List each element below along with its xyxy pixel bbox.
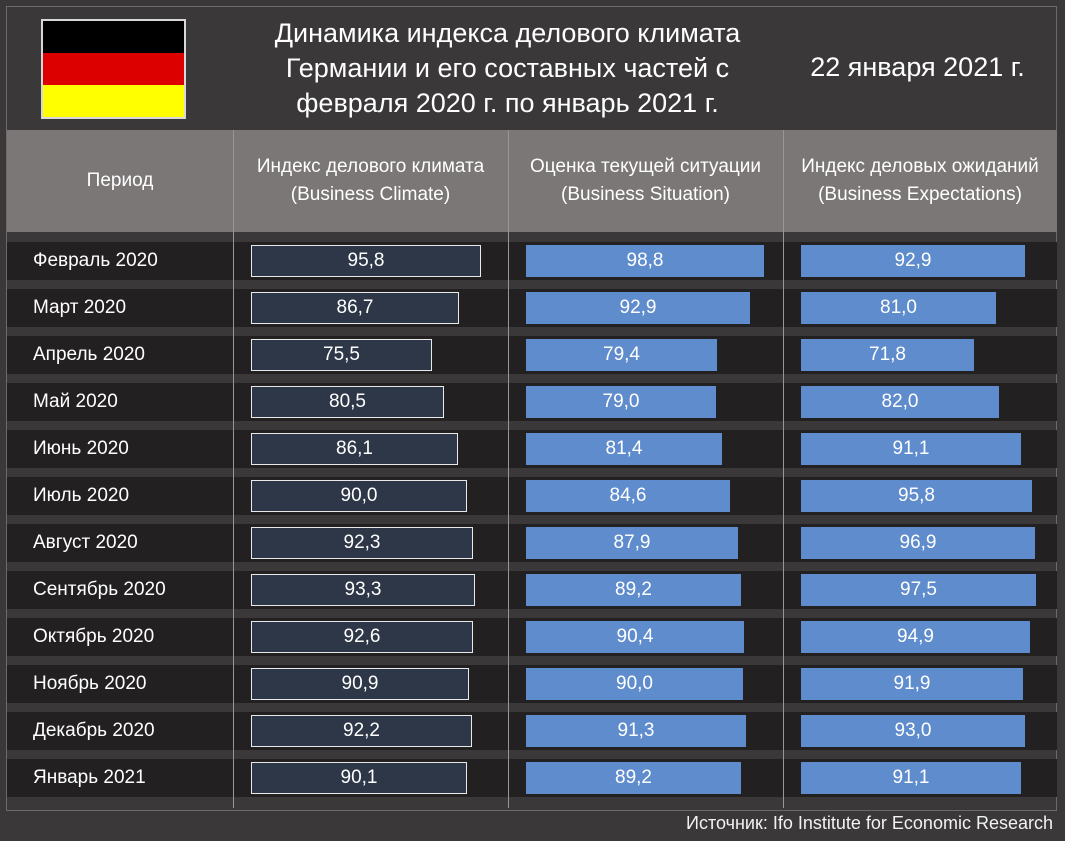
bar-situation: 90,4: [526, 621, 744, 653]
bar-situation: 89,2: [526, 574, 741, 606]
column-header-climate-label: Индекс делового климата (Business Climat…: [256, 156, 485, 205]
source-note: Источник: Ifo Institute for Economic Res…: [686, 813, 1053, 833]
column-header-period-label: Период: [86, 170, 154, 191]
table-row: Август 2020 92,3 87,9 96,9: [7, 524, 1057, 562]
column-divider: [508, 130, 509, 808]
bar-expectations: 71,8: [801, 339, 974, 371]
column-header-period: Период: [7, 130, 233, 232]
flag-stripe-gold: [43, 85, 184, 117]
row-period-label: Октябрь 2020: [33, 626, 155, 647]
bar-expectations: 82,0: [801, 386, 999, 418]
row-period-label: Июнь 2020: [33, 438, 129, 459]
bar-climate: 92,6: [251, 621, 473, 653]
bar-climate: 86,1: [251, 433, 458, 465]
table-row: Май 2020 80,5 79,0 82,0: [7, 383, 1057, 421]
bar-situation: 89,2: [526, 762, 741, 794]
bar-climate: 93,3: [251, 574, 475, 606]
bar-expectations: 96,9: [801, 527, 1035, 559]
bar-expectations: 95,8: [801, 480, 1032, 512]
row-period-label: Август 2020: [33, 532, 138, 553]
bar-expectations: 94,9: [801, 621, 1030, 653]
bar-expectations: 81,0: [801, 292, 996, 324]
bar-expectations: 92,9: [801, 245, 1025, 277]
bar-situation: 90,0: [526, 668, 743, 700]
table-row: Декабрь 2020 92,2 91,3 93,0: [7, 712, 1057, 750]
row-period-label: Сентябрь 2020: [33, 579, 166, 600]
bar-climate: 75,5: [251, 339, 432, 371]
table-row: Июль 2020 90,0 84,6 95,8: [7, 477, 1057, 515]
bar-expectations: 91,9: [801, 668, 1023, 700]
table-row: Март 2020 86,7 92,9 81,0: [7, 289, 1057, 327]
column-divider: [783, 130, 784, 808]
table-row: Октябрь 2020 92,6 90,4 94,9: [7, 618, 1057, 656]
column-header-expectations: Индекс деловых ожиданий (Business Expect…: [783, 130, 1057, 232]
bar-climate: 90,1: [251, 762, 467, 794]
bar-situation: 87,9: [526, 527, 738, 559]
row-period-label: Июль 2020: [33, 485, 130, 506]
bar-situation: 92,9: [526, 292, 750, 324]
chart-title: Динамика индекса делового климата Герман…: [274, 18, 741, 118]
table-row: Июнь 2020 86,1 81,4 91,1: [7, 430, 1057, 468]
bar-climate: 90,9: [251, 668, 469, 700]
bar-climate: 90,0: [251, 480, 467, 512]
bar-climate: 95,8: [251, 245, 481, 277]
bar-expectations: 91,1: [801, 433, 1021, 465]
germany-flag-icon: [41, 19, 186, 119]
flag-stripe-red: [43, 53, 184, 85]
bar-climate: 86,7: [251, 292, 459, 324]
row-period-label: Ноябрь 2020: [33, 673, 147, 694]
bar-climate: 92,3: [251, 527, 473, 559]
column-header-climate: Индекс делового климата (Business Climat…: [233, 130, 508, 232]
column-header-situation-label: Оценка текущей ситуации (Business Situat…: [529, 156, 762, 205]
column-header-situation: Оценка текущей ситуации (Business Situat…: [508, 130, 783, 232]
bar-situation: 84,6: [526, 480, 730, 512]
row-period-label: Декабрь 2020: [33, 720, 155, 741]
row-period-label: Февраль 2020: [33, 250, 158, 271]
row-period-label: Январь 2021: [33, 767, 146, 788]
table-row: Сентябрь 2020 93,3 89,2 97,5: [7, 571, 1057, 609]
table-row: Февраль 2020 95,8 98,8 92,9: [7, 242, 1057, 280]
flag-stripe-black: [43, 21, 184, 53]
table-row: Январь 2021 90,1 89,2 91,1: [7, 759, 1057, 797]
bar-situation: 98,8: [526, 245, 764, 277]
bar-expectations: 91,1: [801, 762, 1021, 794]
chart-date: 22 января 2021 г.: [810, 52, 1025, 82]
table-header: Период Индекс делового климата (Business…: [7, 130, 1057, 232]
column-divider: [233, 130, 234, 808]
table-row: Ноябрь 2020 90,9 90,0 91,9: [7, 665, 1057, 703]
bar-situation: 79,0: [526, 386, 716, 418]
bar-expectations: 97,5: [801, 574, 1036, 606]
bar-situation: 91,3: [526, 715, 746, 747]
bar-situation: 81,4: [526, 433, 722, 465]
bar-expectations: 93,0: [801, 715, 1025, 747]
bar-situation: 79,4: [526, 339, 717, 371]
row-period-label: Май 2020: [33, 391, 118, 412]
column-header-expectations-label: Индекс деловых ожиданий (Business Expect…: [801, 156, 1039, 205]
bar-climate: 80,5: [251, 386, 444, 418]
row-period-label: Апрель 2020: [33, 344, 145, 365]
bar-climate: 92,2: [251, 715, 472, 747]
row-period-label: Март 2020: [33, 297, 127, 318]
table-row: Апрель 2020 75,5 79,4 71,8: [7, 336, 1057, 374]
